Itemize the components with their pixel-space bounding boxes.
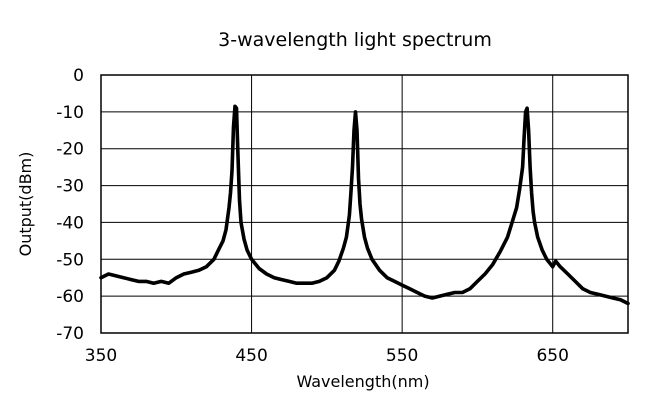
- x-axis-ticks: 350 450 550 650: [85, 346, 569, 366]
- y-axis-label: Output(dBm): [16, 152, 35, 257]
- x-axis-label: Wavelength(nm): [296, 372, 429, 391]
- y-tick-label: -30: [56, 177, 84, 197]
- chart-title: 3-wavelength light spectrum: [218, 29, 492, 51]
- x-tick-label: 450: [235, 346, 267, 366]
- y-tick-label: -50: [56, 250, 84, 270]
- grid-lines: [100, 74, 628, 334]
- x-tick-label: 350: [85, 346, 117, 366]
- y-tick-label: -20: [56, 140, 84, 160]
- y-tick-label: -70: [56, 324, 84, 344]
- x-tick-label: 550: [386, 346, 418, 366]
- y-tick-label: -40: [56, 213, 84, 233]
- x-tick-label: 650: [536, 346, 568, 366]
- y-axis-ticks: 0 -10 -20 -30 -40 -50 -60 -70: [56, 66, 84, 344]
- y-tick-label: 0: [73, 66, 84, 86]
- series-line-0: [99, 104, 630, 306]
- series-layer: [99, 104, 630, 306]
- y-tick-label: -60: [56, 287, 84, 307]
- y-tick-label: -10: [56, 103, 84, 123]
- plot-frame: [100, 74, 629, 334]
